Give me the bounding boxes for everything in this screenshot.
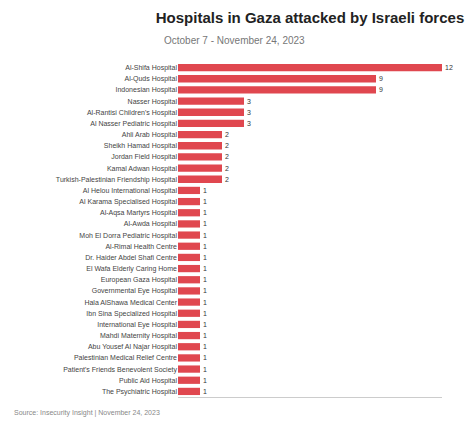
svg-text:Sheikh Hamad Hospital: Sheikh Hamad Hospital bbox=[104, 142, 178, 150]
svg-text:2: 2 bbox=[225, 165, 229, 172]
svg-text:Al-Quds Hospital: Al-Quds Hospital bbox=[124, 75, 177, 83]
svg-text:1: 1 bbox=[203, 366, 207, 373]
svg-text:3: 3 bbox=[247, 109, 251, 116]
svg-text:1: 1 bbox=[203, 287, 207, 294]
svg-text:2: 2 bbox=[225, 153, 229, 160]
svg-text:Mahdi Maternity Hospital: Mahdi Maternity Hospital bbox=[100, 332, 177, 340]
svg-text:1: 1 bbox=[203, 198, 207, 205]
svg-text:El Wafa Elderly Caring Home: El Wafa Elderly Caring Home bbox=[86, 265, 177, 273]
svg-text:Al-Shifa Hospital: Al-Shifa Hospital bbox=[125, 64, 177, 72]
svg-text:Source: Insecurity Insight | N: Source: Insecurity Insight | November 24… bbox=[14, 409, 160, 417]
svg-text:2: 2 bbox=[225, 142, 229, 149]
svg-text:1: 1 bbox=[203, 377, 207, 384]
svg-text:Governmental Eye Hospital: Governmental Eye Hospital bbox=[92, 287, 178, 295]
svg-text:9: 9 bbox=[379, 86, 383, 93]
svg-text:Al-Awda Hospital: Al-Awda Hospital bbox=[124, 220, 178, 228]
svg-text:Moh El Dorra Pediatric Hospita: Moh El Dorra Pediatric Hospital bbox=[79, 232, 177, 240]
svg-text:Public Aid Hospital: Public Aid Hospital bbox=[119, 377, 177, 385]
svg-text:1: 1 bbox=[203, 243, 207, 250]
svg-text:International Eye Hospital: International Eye Hospital bbox=[97, 321, 177, 329]
svg-text:Kamal Adwan Hospital: Kamal Adwan Hospital bbox=[107, 165, 177, 173]
svg-text:1: 1 bbox=[203, 310, 207, 317]
svg-text:October 7 - November 24, 2023: October 7 - November 24, 2023 bbox=[164, 35, 305, 46]
svg-text:2: 2 bbox=[225, 176, 229, 183]
svg-text:Abu Yousef Al Najar Hospital: Abu Yousef Al Najar Hospital bbox=[88, 343, 178, 351]
svg-text:Patient's Friends Benevolent S: Patient's Friends Benevolent Society bbox=[63, 366, 177, 374]
svg-text:1: 1 bbox=[203, 299, 207, 306]
svg-text:Ahli Arab Hospital: Ahli Arab Hospital bbox=[122, 131, 178, 139]
svg-text:Jordan Field Hospital: Jordan Field Hospital bbox=[111, 153, 177, 161]
svg-text:The Psychiatric Hospital: The Psychiatric Hospital bbox=[102, 388, 178, 396]
svg-text:Al-Aqsa Martyrs Hospital: Al-Aqsa Martyrs Hospital bbox=[100, 209, 177, 217]
svg-text:1: 1 bbox=[203, 220, 207, 227]
svg-text:Al Nasser Pediatric Hospital: Al Nasser Pediatric Hospital bbox=[90, 120, 177, 128]
svg-text:Al-Rimal Health Centre: Al-Rimal Health Centre bbox=[105, 243, 177, 250]
svg-text:European Gaza Hospital: European Gaza Hospital bbox=[101, 276, 178, 284]
svg-text:1: 1 bbox=[203, 265, 207, 272]
svg-text:Turkish-Palestinian Friendship: Turkish-Palestinian Friendship Hospital bbox=[56, 176, 178, 184]
svg-text:Al Helou International Hospita: Al Helou International Hospital bbox=[83, 187, 178, 195]
svg-text:1: 1 bbox=[203, 187, 207, 194]
svg-text:Dr. Haider Abdel Shafi Centre: Dr. Haider Abdel Shafi Centre bbox=[85, 254, 177, 261]
svg-text:Palestinian Medical Relief Cen: Palestinian Medical Relief Centre bbox=[74, 354, 177, 361]
svg-text:1: 1 bbox=[203, 332, 207, 339]
svg-text:1: 1 bbox=[203, 254, 207, 261]
svg-text:Ibn Sina Specialized Hospital: Ibn Sina Specialized Hospital bbox=[86, 310, 177, 318]
svg-text:2: 2 bbox=[225, 131, 229, 138]
svg-text:1: 1 bbox=[203, 388, 207, 395]
svg-text:Hala AlShawa Medical Center: Hala AlShawa Medical Center bbox=[84, 299, 177, 306]
svg-text:Hospitals in Gaza attacked by: Hospitals in Gaza attacked by Israeli fo… bbox=[156, 9, 464, 26]
svg-text:Al-Rantisi Children's Hospital: Al-Rantisi Children's Hospital bbox=[87, 109, 177, 117]
svg-text:Indonesian Hospital: Indonesian Hospital bbox=[116, 86, 178, 94]
svg-text:3: 3 bbox=[247, 98, 251, 105]
svg-text:1: 1 bbox=[203, 232, 207, 239]
svg-text:1: 1 bbox=[203, 209, 207, 216]
svg-text:1: 1 bbox=[203, 321, 207, 328]
svg-text:1: 1 bbox=[203, 354, 207, 361]
svg-text:Al Karama Specialised Hospital: Al Karama Specialised Hospital bbox=[79, 198, 177, 206]
svg-text:12: 12 bbox=[445, 64, 453, 71]
svg-text:3: 3 bbox=[247, 120, 251, 127]
svg-text:1: 1 bbox=[203, 276, 207, 283]
svg-text:Nasser Hospital: Nasser Hospital bbox=[128, 98, 178, 106]
svg-text:9: 9 bbox=[379, 75, 383, 82]
svg-text:1: 1 bbox=[203, 343, 207, 350]
